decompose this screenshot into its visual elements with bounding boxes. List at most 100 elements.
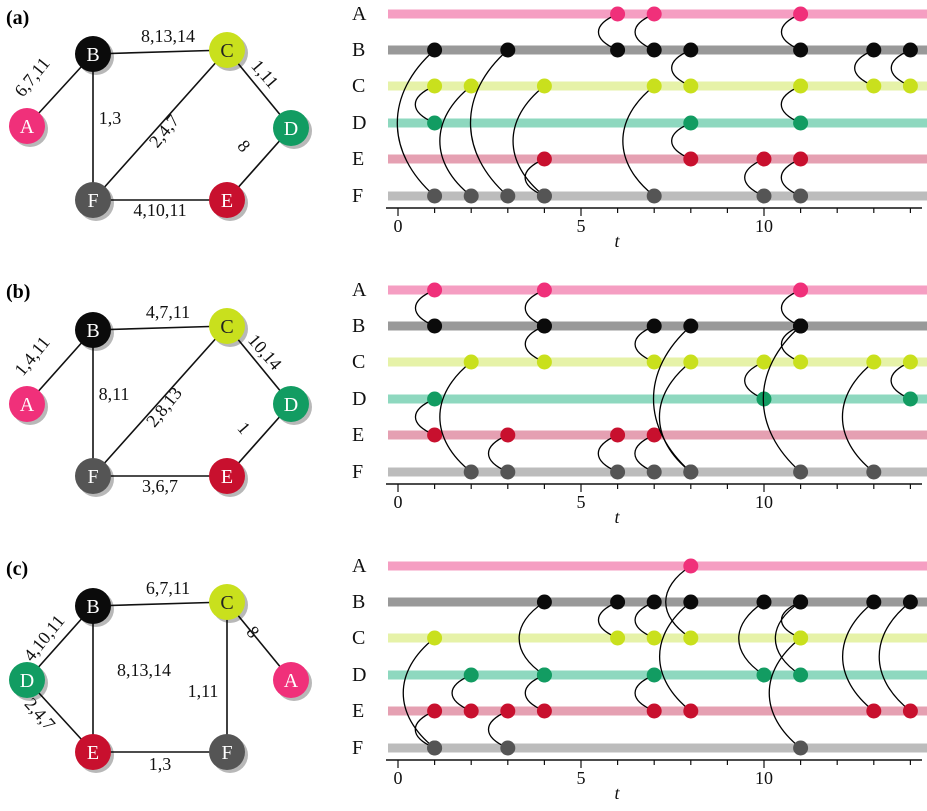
axis-title: t [614,507,620,527]
contact-dot-d [427,391,443,407]
graph-node-b [75,36,111,72]
graph-node-b [75,312,111,348]
tick-label: 5 [577,216,586,236]
contact-dot-e [866,703,882,719]
node-label: C [220,316,233,338]
row-label: A [352,3,367,25]
contact-dot-f [463,464,479,480]
tick-label: 0 [394,492,403,512]
contact-link [439,361,472,473]
contact-dot-e [427,703,443,719]
contact-dot-d [646,667,662,683]
contact-dot-c [683,78,699,94]
contact-dot-e [683,151,699,167]
edge-label: 10,14 [244,330,286,374]
contact-dot-a [536,282,552,298]
node-label: E [221,466,233,488]
edge-label: 1,11 [247,56,282,92]
contact-dot-b [793,42,809,58]
contact-dot-a [793,282,809,298]
node-label: B [86,44,99,66]
contact-dot-d [902,391,918,407]
edge-label: 1,3 [149,754,172,774]
contact-dot-a [646,6,662,22]
contact-dot-f [793,188,809,204]
tick-label: 10 [755,768,773,788]
graph-node-a [9,108,45,144]
contact-dot-f [646,464,662,480]
contact-dot-b [427,42,443,58]
contact-dot-f [463,188,479,204]
contact-dot-b [683,42,699,58]
contact-dot-c [902,354,918,370]
graph-node-b [75,588,111,624]
contact-dot-e [500,427,516,443]
graph-edge [92,601,228,607]
edge-label: 2,8,13 [142,383,186,431]
graph-edge [92,325,228,477]
contact-dot-c [793,354,809,370]
node-label: E [87,742,99,764]
contact-link [652,325,692,473]
contact-dot-b [683,594,699,610]
row-label: C [352,75,365,97]
contact-dot-c [646,630,662,646]
contact-link [622,85,655,197]
contact-link [768,637,802,749]
axis-title: t [614,783,620,803]
graph-node-d [273,110,309,146]
contact-dot-f [536,188,552,204]
contact-dot-b [902,42,918,58]
contact-dot-c [646,78,662,94]
contact-dot-d [683,115,699,131]
tick-label: 10 [755,216,773,236]
contact-dot-e [646,427,662,443]
contact-dot-d [536,667,552,683]
edge-label: 1,4,11 [10,332,53,379]
graph-node-a [273,662,309,698]
tick-label: 10 [755,492,773,512]
static-graph: 1,4,11 4,7,11 8,11 2,8,13 10,14 1 3,6,7 A B C D E F [9,302,312,497]
edge-label: 4,10,11 [19,611,68,665]
graph-node-a [9,386,45,422]
graph-node-f [75,458,111,494]
node-label: F [87,466,98,488]
row-label: E [352,700,364,722]
graph-node-e [75,734,111,770]
contact-dot-e [902,703,918,719]
node-label: D [20,670,34,692]
contact-dot-e [536,151,552,167]
contact-dot-b [866,594,882,610]
node-label: A [284,670,299,692]
edge-label: 6,7,11 [146,578,190,598]
node-label: D [284,118,298,140]
node-label: C [220,40,233,62]
contact-link [439,85,472,197]
node-label: C [220,592,233,614]
panel-label: (a) [6,7,29,29]
row-label: C [352,351,365,373]
node-label: B [86,320,99,342]
contact-dot-f [500,188,516,204]
tick-label: 0 [394,768,403,788]
contact-link [396,49,436,197]
contact-dot-a [793,6,809,22]
contact-dot-b [646,42,662,58]
row-label: D [352,112,366,134]
graph-node-e [209,458,245,494]
graph-node-e [209,182,245,218]
contact-link [738,601,765,676]
contact-link [841,361,875,473]
tick-label: 0 [394,216,403,236]
node-label: F [221,742,232,764]
contact-dot-d [463,667,479,683]
contact-dot-c [427,630,443,646]
panel-c: (c)4,10,116,7,118,13,142,4,781,111,3AB CD… [6,555,927,803]
contact-dot-c [536,354,552,370]
row-label: F [352,737,363,759]
edge-label: 3,6,7 [142,476,178,496]
graph-node-c [209,308,245,344]
contact-dot-d [756,667,772,683]
